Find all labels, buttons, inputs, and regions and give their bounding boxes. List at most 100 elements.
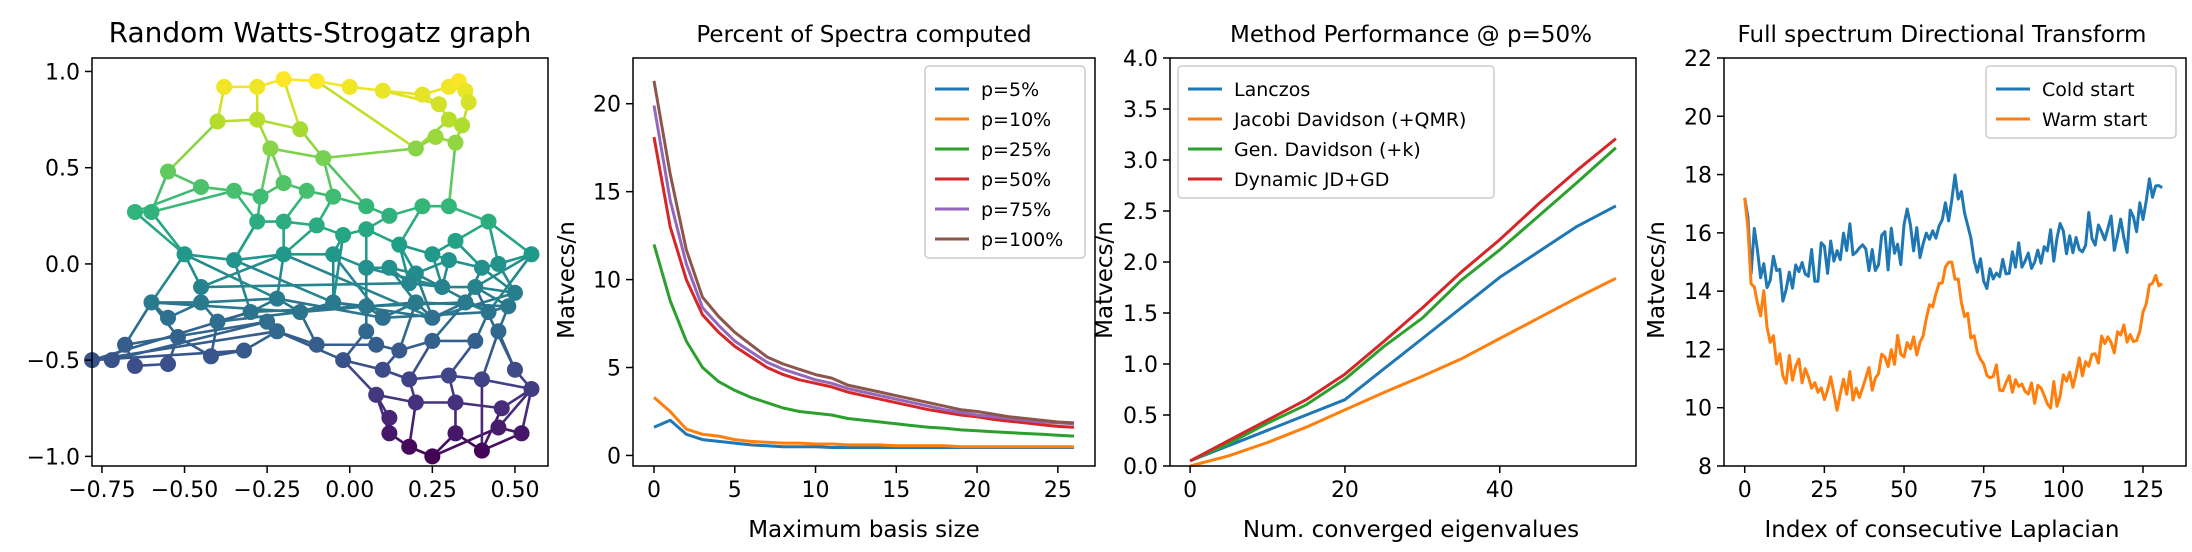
spectra-ytick-label: 5 [607,357,621,382]
transform-series-line-1 [1743,197,2163,412]
graph-node [513,425,530,442]
methods-ytick-label: 2.0 [1123,251,1158,276]
transform-xtick-label: 0 [1738,478,1752,503]
graph-edge [480,330,500,380]
graph-xtick-label: 0.00 [325,478,374,503]
graph-node [209,113,226,130]
transform-ytick-label: 12 [1684,338,1712,363]
title-spectra: Percent of Spectra computed [696,22,1031,48]
graph-node [259,313,276,330]
graph-node [500,298,517,315]
methods-series-line-3 [1189,137,1617,463]
transform-legend-label-0: Cold start [2042,79,2135,101]
graph-node [325,188,342,205]
graph-edge [200,297,278,304]
spectra-legend-label-3: p=50% [981,169,1051,191]
graph-edge [315,80,417,150]
graph-node [117,336,134,353]
plot-area-transform: 0 25 50 75 100 125 8 10 12 14 16 18 20 22 Cold start Wa… [1684,47,2187,503]
graph-xtick-label: −0.75 [68,478,135,503]
spectra-legend-label-1: p=10% [981,109,1051,131]
graph-node [493,400,510,417]
graph-edge [447,142,457,207]
graph-node [391,342,408,359]
methods-legend-label-2: Gen. Davidson (+k) [1234,139,1421,161]
graph-node [358,221,375,238]
graph-node [424,332,441,349]
graph-xtick-label: −0.50 [151,478,218,503]
graph-node [269,323,286,340]
graph-edge [331,234,345,303]
graph-node [506,361,523,378]
spectra-series-line-5 [652,80,1075,425]
graph-node [252,188,269,205]
graph-edge [487,220,533,256]
spectra-xtick-label: 5 [728,478,742,503]
graph-node [473,442,490,459]
spectra-series-line-3 [652,136,1075,429]
ylabel-spectra: Matvecs/n [554,221,580,339]
ylabel-methods: Matvecs/n [1092,221,1118,339]
spectra-ytick-label: 0 [607,444,621,469]
graph-edge [200,253,285,289]
methods-series-line-0 [1189,204,1617,463]
graph-node [434,279,451,296]
spectra-ytick-label: 10 [593,269,621,294]
transform-xtick-label: 125 [2122,478,2164,503]
graph-node [143,203,160,220]
graph-node [430,96,447,113]
graph-node [424,246,441,263]
graph-node [262,140,279,157]
transform-series-line-0 [1743,173,2163,303]
graph-node [193,294,210,311]
title-methods: Method Performance @ p=50% [1230,22,1592,48]
graph-node [308,336,325,353]
graph-edge [150,211,186,256]
graph-node [447,134,464,151]
panel-methods: Method Performance @ p=50% Num. converge… [1092,22,1637,543]
transform-ytick-label: 20 [1684,105,1712,130]
graph-node [126,203,143,220]
transform-ytick-label: 10 [1684,397,1712,422]
graph-node [335,227,352,244]
spectra-ytick-label: 15 [593,181,621,206]
transform-ytick-label: 16 [1684,222,1712,247]
graph-node [440,198,457,215]
xlabel-transform: Index of consecutive Laplacian [1765,517,2120,543]
graph-node [467,279,484,296]
graph-ytick-label: −1.0 [27,445,80,470]
graph-node [292,121,309,138]
spectra-legend-label-2: p=25% [981,139,1051,161]
panel-transform: Full spectrum Directional Transform Inde… [1644,22,2187,543]
graph-node [454,117,471,134]
plot-area-spectra: 0 5 10 15 20 25 0 5 10 15 20 p=5% p=10% p=25% p=50% p=7… [593,57,1096,503]
panel-spectra: Percent of Spectra computed Maximum basi… [554,22,1096,543]
graph-node [447,232,464,249]
graph-node [447,425,464,442]
graph-node [381,425,398,442]
graph-ytick-label: 0.0 [45,253,80,278]
methods-series-line-1 [1189,276,1617,468]
graph-node [490,255,507,272]
graph-node [401,371,418,388]
graph-node [424,448,441,465]
spectra-ytick-label: 20 [593,93,621,118]
graph-node [490,419,507,436]
graph-edge [323,147,416,160]
graph-node [176,246,193,263]
graph-node [358,298,375,315]
graph-node [381,409,398,426]
graph-edge [167,120,219,173]
graph-node [401,438,418,455]
graph-edge [283,253,433,320]
methods-ytick-label: 0.5 [1123,404,1158,429]
spectra-series-line-1 [653,396,1074,449]
graph-node [414,86,431,103]
transform-ytick-label: 22 [1684,47,1712,72]
plot-area-graph: −0.75 −0.50 −0.25 0.00 0.25 0.50 −1.0 −0.5 0.0 0.… [27,57,549,503]
graph-ytick-label: 0.5 [45,157,80,182]
methods-legend-label-1: Jacobi Davidson (+QMR) [1233,109,1466,131]
graph-node [209,313,226,330]
graph-node [335,352,352,369]
graph-node [374,309,391,326]
